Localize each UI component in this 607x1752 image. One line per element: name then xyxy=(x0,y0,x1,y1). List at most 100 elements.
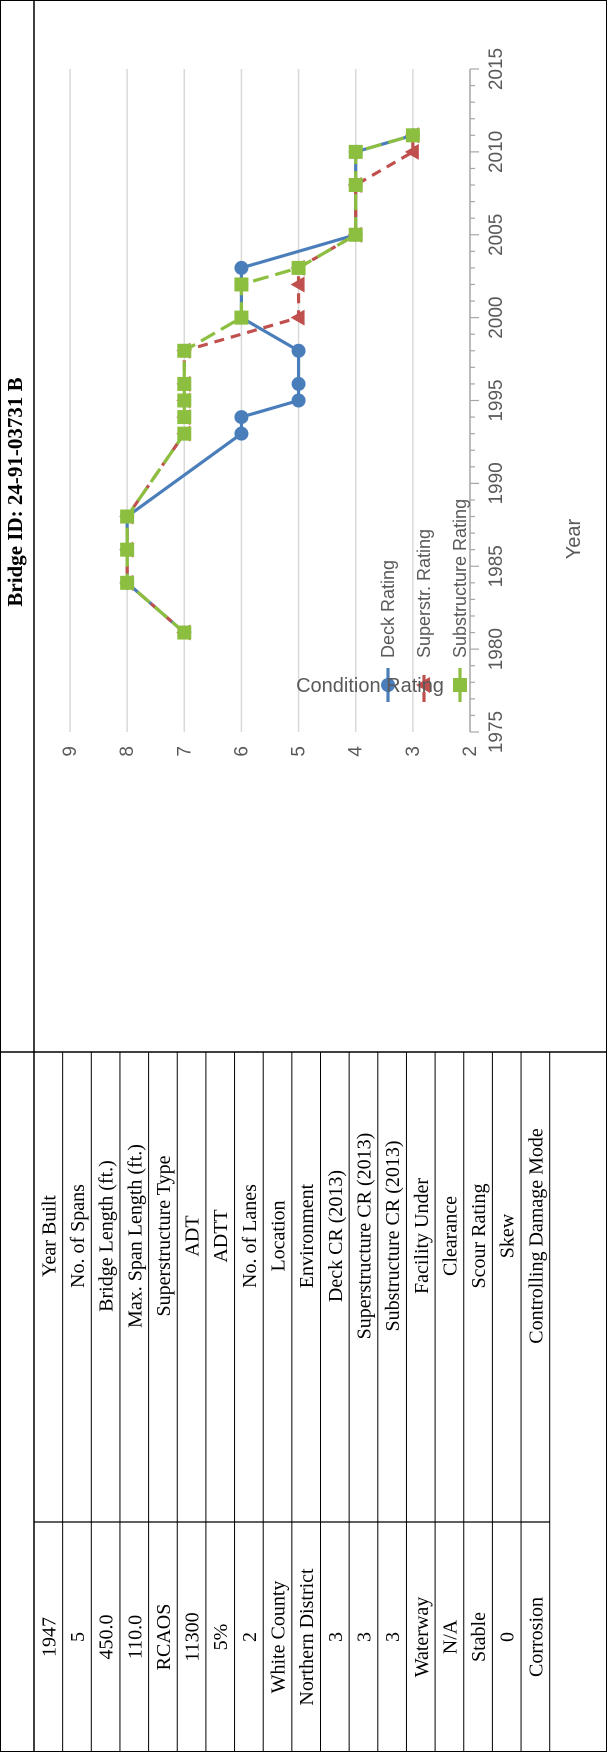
table-row-value: Stable xyxy=(468,1612,490,1662)
data-point xyxy=(291,376,306,391)
table-row-value: 5 xyxy=(67,1632,89,1642)
table-row-label: Facility Under xyxy=(411,1178,433,1294)
table-row-label: Deck CR (2013) xyxy=(325,1170,347,1302)
table-row-label: Superstructure CR (2013) xyxy=(353,1133,375,1340)
data-point xyxy=(290,309,305,326)
series-substructure-rating xyxy=(120,128,420,640)
table-row-value: 3 xyxy=(325,1632,347,1642)
table-row-value: 110.0 xyxy=(124,1615,146,1659)
table-row-label: Bridge Length (ft.) xyxy=(96,1160,118,1312)
data-point xyxy=(234,277,249,292)
data-point xyxy=(234,426,249,441)
table-row-label: Controlling Damage Mode xyxy=(525,1128,547,1344)
table-row-label: Environment xyxy=(296,1183,318,1288)
series-line xyxy=(125,133,414,634)
legend-swatch-marker xyxy=(381,678,395,692)
x-tick-label: 1995 xyxy=(486,379,507,421)
data-point xyxy=(177,410,192,425)
table-row-label: Skew xyxy=(497,1213,519,1258)
data-point xyxy=(177,426,192,441)
table-row-label: Substructure CR (2013) xyxy=(382,1140,404,1331)
y-tick-label: 6 xyxy=(231,746,252,757)
table-row-value: RCAOS xyxy=(153,1604,175,1671)
table-row-label: Clearance xyxy=(439,1196,461,1276)
table-row-value: Northern District xyxy=(296,1568,318,1706)
y-axis-label: Condition Rating xyxy=(296,675,444,697)
data-point xyxy=(405,128,420,143)
legend-label: Deck Rating xyxy=(378,560,398,658)
chart-axes: 2 3 4 5 6 7 8 9 1975 1980 1985 1990 1995 2000 2005 2010… xyxy=(60,48,507,757)
data-point xyxy=(404,143,419,160)
table-row-label: Max. Span Length (ft.) xyxy=(124,1144,146,1328)
y-tick-label: 9 xyxy=(60,746,81,757)
table-row-value: Corrosion xyxy=(525,1597,547,1677)
chart-legend: Deck Rating Superstr. Rating Substructure … xyxy=(378,499,470,702)
y-tick-label: 3 xyxy=(403,746,424,757)
series-superstr-rating xyxy=(119,127,419,641)
data-point xyxy=(234,410,249,425)
table-row-label: No. of Lanes xyxy=(239,1184,261,1288)
x-tick-label: 2000 xyxy=(486,296,507,338)
data-point xyxy=(120,575,135,590)
data-point xyxy=(291,260,306,275)
data-point xyxy=(177,393,192,408)
legend-label: Substructure Rating xyxy=(450,499,470,658)
y-tick-label: 7 xyxy=(174,746,195,757)
data-point xyxy=(120,509,135,524)
table-row-value: 0 xyxy=(497,1632,519,1642)
data-point xyxy=(348,144,363,159)
table-row-value: N/A xyxy=(439,1619,461,1654)
table-row-value: 11300 xyxy=(182,1612,204,1661)
x-tick-label: 1980 xyxy=(486,628,507,670)
y-tick-label: 5 xyxy=(289,746,310,757)
table-row-label: ADTT xyxy=(210,1209,232,1262)
x-tick-label: 2015 xyxy=(486,48,507,90)
x-tick-label: 1985 xyxy=(486,545,507,587)
table-row-label: Scour Rating xyxy=(468,1184,490,1289)
data-point xyxy=(120,542,135,557)
y-tick-label: 2 xyxy=(460,746,481,757)
table-row-label: Location xyxy=(268,1200,290,1271)
data-point xyxy=(348,227,363,242)
table-row-value: 3 xyxy=(382,1632,404,1642)
data-point xyxy=(348,178,363,193)
data-point xyxy=(290,276,305,293)
table-row-value: Waterway xyxy=(411,1597,433,1678)
legend-label: Superstr. Rating xyxy=(414,529,434,658)
table-row-label: No. of Spans xyxy=(67,1184,89,1288)
series-line xyxy=(125,133,414,634)
legend-swatch-marker xyxy=(416,677,430,693)
data-point xyxy=(177,376,192,391)
data-point xyxy=(234,310,249,325)
table-row-value: 5% xyxy=(210,1624,232,1651)
x-tick-label: 2010 xyxy=(486,131,507,173)
table-row-value: White County xyxy=(268,1581,290,1694)
condition-rating-chart: Bridge ID: 24-91-03731 B 2 3 4 5 6 7 8 9 1975 198… xyxy=(3,48,585,757)
data-point xyxy=(177,343,192,358)
data-point xyxy=(177,625,192,640)
x-tick-label: 1990 xyxy=(486,462,507,504)
table-row-label: Year Built xyxy=(38,1195,60,1277)
x-axis-label: Year xyxy=(563,518,585,559)
table-row-value: 3 xyxy=(353,1632,375,1642)
table-row-value: 450.0 xyxy=(96,1615,118,1660)
table-row-label: ADT xyxy=(182,1215,204,1256)
bridge-info-table: Year Built 1947 No. of Spans 5 Bridge Length… xyxy=(34,1052,551,1752)
table-row-value: 1947 xyxy=(38,1617,60,1657)
data-point xyxy=(234,260,249,275)
legend-swatch-marker xyxy=(453,678,467,692)
x-tick-label: 1975 xyxy=(486,711,507,753)
data-point xyxy=(291,393,306,408)
y-tick-label: 4 xyxy=(346,746,367,757)
data-point xyxy=(291,343,306,358)
chart-series xyxy=(119,127,420,641)
table-row-label: Superstructure Type xyxy=(153,1155,175,1316)
series-line xyxy=(125,135,415,634)
chart-grid xyxy=(69,69,414,732)
series-deck-rating xyxy=(120,128,420,640)
chart-title: Bridge ID: 24-91-03731 B xyxy=(3,377,27,606)
y-tick-label: 8 xyxy=(117,746,138,757)
table-row-value: 2 xyxy=(239,1632,261,1642)
